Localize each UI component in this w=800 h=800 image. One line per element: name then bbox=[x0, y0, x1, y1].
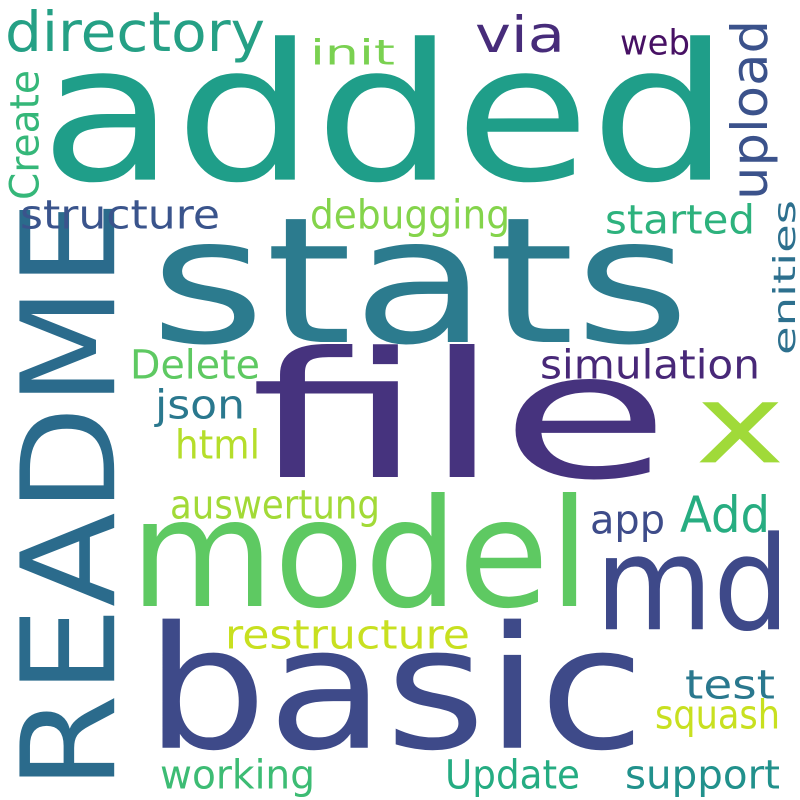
word-started: started bbox=[605, 196, 755, 244]
word-enities: enities bbox=[767, 200, 800, 355]
word-added: added bbox=[40, 2, 730, 226]
word-directory: directory bbox=[5, 0, 265, 65]
word-md: md bbox=[595, 508, 790, 661]
word-debugging: debugging bbox=[310, 191, 510, 239]
word-test: test bbox=[685, 661, 775, 709]
word-json: json bbox=[155, 381, 245, 429]
word-stats: stats bbox=[150, 179, 690, 384]
word-init: init bbox=[310, 31, 395, 73]
word-simulation: simulation bbox=[540, 341, 760, 389]
word-basic: basic bbox=[145, 589, 645, 789]
word-structure: structure bbox=[20, 191, 220, 239]
word-x: x bbox=[695, 360, 785, 489]
word-restructure: restructure bbox=[225, 611, 470, 659]
word-add: Add bbox=[680, 485, 770, 544]
word-squash: squash bbox=[655, 691, 780, 739]
word-html: html bbox=[175, 421, 260, 469]
word-upload: upload bbox=[720, 20, 780, 201]
word-file: file bbox=[250, 314, 670, 519]
word-model: model bbox=[130, 466, 590, 642]
word-update: Update bbox=[445, 751, 580, 799]
word-create: Create bbox=[1, 70, 49, 200]
word-via: via bbox=[475, 5, 565, 64]
word-auswertung: auswertung bbox=[170, 481, 380, 529]
word-working: working bbox=[160, 751, 315, 799]
word-app: app bbox=[590, 496, 665, 544]
word-support: support bbox=[625, 751, 780, 799]
word-web: web bbox=[620, 21, 690, 63]
word-readme: README bbox=[0, 200, 146, 790]
word-delete: Delete bbox=[130, 341, 260, 389]
